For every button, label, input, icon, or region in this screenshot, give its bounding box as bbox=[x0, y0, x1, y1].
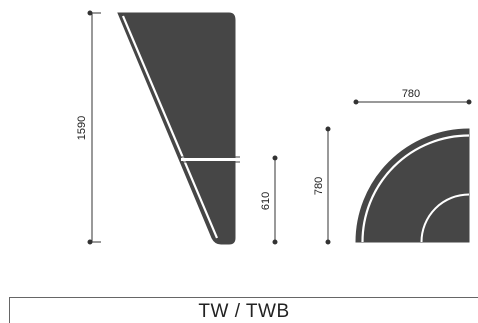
drawing-title: TW / TWB bbox=[198, 301, 290, 322]
dimension-endpoint-top bbox=[325, 126, 331, 132]
dimension-endpoint-right bbox=[466, 99, 472, 105]
corner-panel-top-view bbox=[355, 128, 470, 243]
side-profile-panel bbox=[117, 12, 240, 245]
label-corner-width: 780 bbox=[402, 88, 420, 100]
dimension-corner-width bbox=[353, 99, 472, 105]
label-overall-height: 1590 bbox=[76, 116, 88, 140]
corner-panel-inner-stripe bbox=[420, 193, 470, 243]
dimension-lower-section-height bbox=[272, 155, 278, 245]
dimension-endpoint-top bbox=[272, 155, 278, 161]
corner-panel-outer-stripe bbox=[361, 134, 470, 243]
title-block: TW / TWB bbox=[9, 297, 478, 323]
corner-panel-inner-arc bbox=[423, 196, 470, 243]
dimension-endpoint-bottom bbox=[272, 239, 278, 245]
dimension-overall-height bbox=[87, 10, 101, 245]
label-lower-section-height: 610 bbox=[260, 192, 272, 210]
label-corner-height: 780 bbox=[313, 177, 325, 195]
dimension-endpoint-bottom bbox=[325, 239, 331, 245]
dimension-endpoint-bottom bbox=[87, 239, 93, 245]
dimension-corner-height bbox=[325, 126, 331, 245]
dimension-endpoint-left bbox=[353, 99, 359, 105]
panel-edge-stripe bbox=[121, 15, 219, 239]
panel-division-line-outline bbox=[181, 156, 240, 163]
dimension-endpoint-top bbox=[87, 10, 93, 16]
